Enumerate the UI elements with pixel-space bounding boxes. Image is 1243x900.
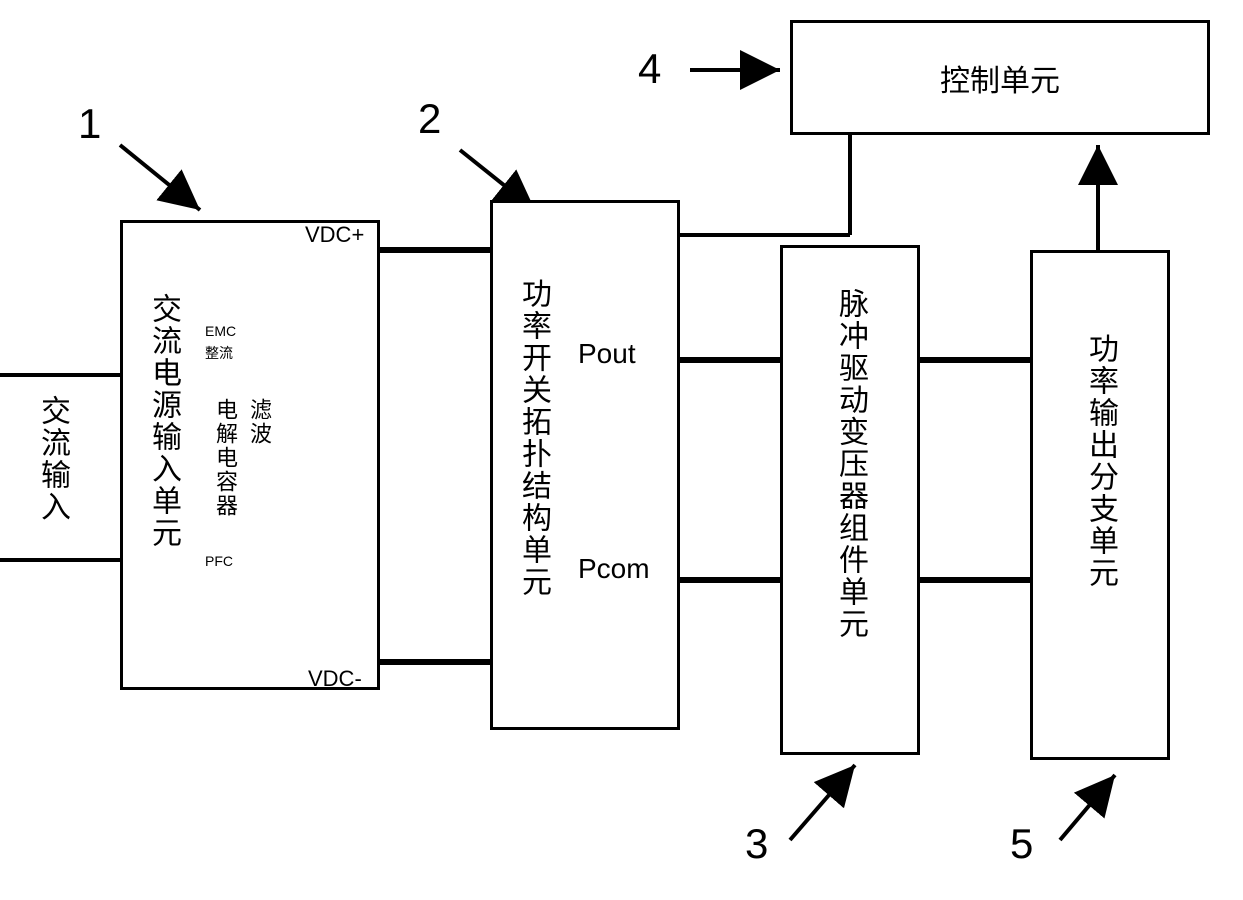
block1-rect: 整流	[205, 343, 233, 363]
block1-pfc: PFC	[205, 553, 233, 569]
label-1: 1	[78, 100, 101, 148]
block3-title: 脉冲驱动变压器组件单元	[828, 288, 872, 640]
label-2: 2	[418, 95, 441, 143]
pin-pcom: Pcom	[578, 553, 650, 585]
pin-vdc-minus: VDC-	[308, 666, 362, 692]
block4-title: 控制单元	[940, 56, 1060, 100]
label-3: 3	[745, 820, 768, 868]
block1-title: 交流电源输入单元	[141, 293, 185, 549]
block5-title: 功率输出分支单元	[1078, 333, 1122, 589]
block-power-output-branch: 功率输出分支单元	[1030, 250, 1170, 760]
block-pulse-transformer: 脉冲驱动变压器组件单元	[780, 245, 920, 755]
block-power-switch-topology: 功率开关拓扑结构单元 Pout Pcom	[490, 200, 680, 730]
block-control-unit: 控制单元	[790, 20, 1210, 135]
block1-filter: 滤波	[243, 398, 275, 446]
block2-title: 功率开关拓扑结构单元	[511, 278, 555, 598]
pin-pout: Pout	[578, 338, 636, 370]
label-5: 5	[1010, 820, 1033, 868]
block1-cap: 电解电容器	[209, 398, 241, 518]
label-4: 4	[638, 45, 661, 93]
block-ac-power-input: 交流电源输入单元 EMC 整流 电解电容器 滤波 PFC	[120, 220, 380, 690]
ac-input-label: 交流输入	[30, 395, 74, 523]
block1-emc: EMC	[205, 323, 236, 339]
pin-vdc-plus: VDC+	[305, 222, 364, 248]
